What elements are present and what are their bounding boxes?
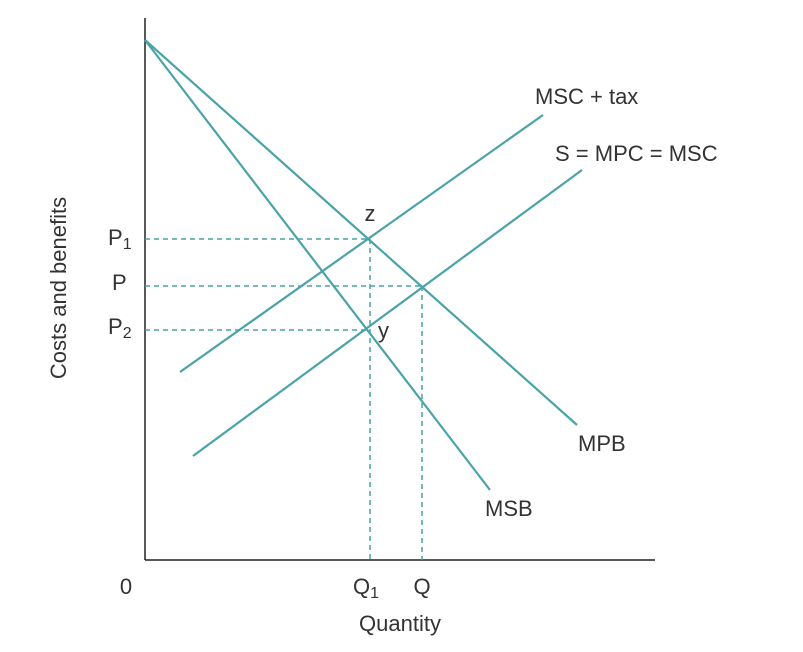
label-main: P [108,225,123,250]
msc-tax-curve [179,114,544,373]
y-axis-label: Costs and benefits [46,197,71,379]
quantity-label: Q1 [353,574,379,602]
label-main: P [108,314,123,339]
x-axis-label: Quantity [359,611,441,636]
origin-label: 0 [120,574,132,599]
label-sub: 2 [123,325,132,342]
label-main: Q [353,574,370,599]
curve-label: MPB [578,431,626,456]
mpb-curve [144,39,578,426]
msb-curve [144,39,491,491]
curve-label: MSC + tax [535,84,638,109]
quantity-label: Q [413,574,430,599]
price-label: P2 [108,314,132,342]
label-sub: 1 [123,236,132,253]
point-label: z [365,201,376,226]
point-label: y [378,318,389,343]
curve-label: S = MPC = MSC [555,141,718,166]
label-sub: 1 [370,585,379,602]
curve-label: MSB [485,496,533,521]
supply-curve [192,169,583,457]
price-label: P1 [108,225,132,253]
price-label: P [112,270,127,295]
